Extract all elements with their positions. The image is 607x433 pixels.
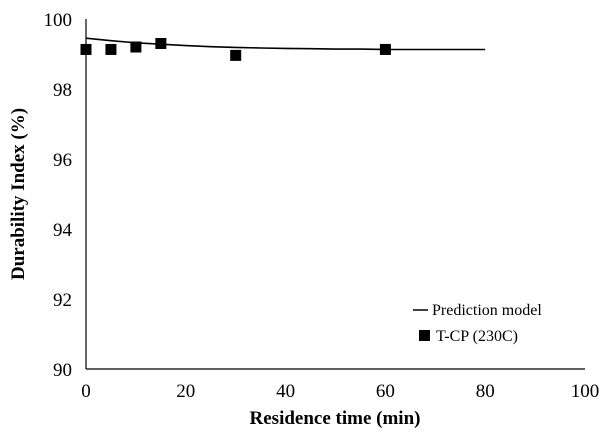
- legend-label-prediction-model: Prediction model: [432, 302, 542, 319]
- x-axis-title: Residence time (min): [250, 408, 421, 429]
- plot-area: 0 20 40 60 80 100 90 92 94 96 98 100: [44, 10, 600, 402]
- y-tick-label: 90: [53, 360, 72, 381]
- y-axis-title: Durability Index (%): [8, 108, 29, 280]
- t-cp-data-point: [230, 49, 242, 61]
- t-cp-data-point: [155, 38, 167, 49]
- x-tick-label: 0: [81, 381, 91, 402]
- t-cp-data-point: [105, 43, 117, 55]
- y-tick-labels: 90 92 94 96 98 100: [44, 10, 73, 381]
- t-cp-data-point: [80, 43, 92, 55]
- x-tick-label: 20: [176, 381, 195, 402]
- x-tick-labels: 0 20 40 60 80 100: [81, 381, 599, 402]
- y-tick-label: 98: [53, 80, 72, 101]
- x-tick-label: 80: [476, 381, 495, 402]
- x-tick-label: 60: [376, 381, 395, 402]
- y-tick-label: 94: [53, 220, 73, 241]
- y-tick-label: 100: [44, 10, 73, 31]
- legend-square-swatch: [419, 330, 430, 341]
- t-cp-data-point: [379, 43, 391, 55]
- x-tick-label: 100: [571, 381, 600, 402]
- series-layer: [80, 37, 486, 61]
- y-tick-label: 96: [53, 150, 72, 171]
- legend: Prediction model T-CP (230C): [413, 302, 542, 345]
- prediction-model-line: [85, 37, 486, 51]
- t-cp-data-point: [130, 41, 142, 53]
- legend-label-t-cp: T-CP (230C): [436, 328, 518, 345]
- x-tick-label: 40: [276, 381, 295, 402]
- y-tick-label: 92: [53, 290, 72, 311]
